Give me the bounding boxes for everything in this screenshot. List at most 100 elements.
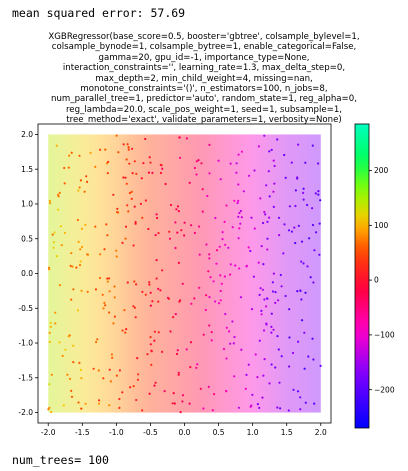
scatter-point — [83, 190, 86, 193]
scatter-point — [265, 184, 268, 187]
scatter-point — [177, 261, 180, 264]
scatter-point — [311, 337, 314, 340]
scatter-point — [118, 397, 121, 401]
scatter-point — [128, 191, 131, 195]
scatter-point — [223, 275, 226, 278]
scatter-point — [157, 232, 160, 235]
scatter-point — [136, 357, 139, 360]
scatter-point — [303, 331, 306, 334]
scatter-point — [227, 246, 230, 249]
scatter-point — [218, 245, 221, 248]
scatter-point — [312, 281, 315, 284]
scatter-point — [105, 223, 108, 226]
scatter-point — [176, 349, 179, 352]
scatter-point — [294, 204, 297, 208]
scatter-point — [94, 225, 97, 228]
scatter-point — [290, 230, 293, 233]
scatter-point — [249, 405, 252, 408]
scatter-point — [70, 298, 73, 301]
scatter-point — [268, 382, 271, 385]
scatter-point — [308, 237, 311, 240]
scatter-point — [277, 299, 280, 302]
scatter-point — [146, 353, 149, 356]
scatter-point — [139, 202, 142, 205]
scatter-point — [79, 179, 82, 182]
scatter-point — [113, 285, 116, 288]
num-trees-prefix: num_trees= — [12, 453, 89, 467]
x-tick-label: -2.0 — [41, 428, 56, 437]
scatter-point — [97, 402, 101, 405]
scatter-point — [268, 195, 271, 198]
scatter-point — [189, 341, 193, 344]
scatter-point — [69, 264, 72, 267]
scatter-point — [154, 234, 157, 237]
scatter-point — [53, 231, 56, 234]
scatter-point — [80, 289, 83, 292]
scatter-point — [155, 213, 158, 216]
scatter-point — [240, 150, 243, 153]
scatter-point — [157, 331, 160, 334]
scatter-point — [77, 401, 80, 404]
scatter-point — [296, 290, 299, 293]
scatter-point — [63, 231, 66, 234]
scatter-point — [317, 162, 320, 165]
scatter-point — [94, 165, 97, 168]
scatter-point — [153, 330, 156, 333]
scatter-point — [233, 199, 236, 202]
scatter-point — [148, 156, 151, 159]
scatter-point — [108, 368, 111, 371]
scatter-point — [293, 226, 296, 229]
scatter-point — [319, 364, 322, 367]
scatter-point — [247, 246, 250, 249]
scatter-point — [89, 151, 92, 154]
scatter-point — [221, 238, 224, 241]
scatter-point — [248, 174, 251, 177]
scatter-point — [149, 304, 152, 307]
scatter-point — [250, 216, 253, 219]
plot-area — [48, 134, 321, 413]
scatter-point — [50, 410, 53, 414]
scatter-point — [106, 234, 109, 237]
scatter-point — [200, 162, 203, 165]
scatter-point — [253, 169, 256, 172]
scatter-point — [231, 320, 234, 323]
x-tick-label: -0.5 — [143, 428, 158, 437]
scatter-point — [173, 402, 176, 405]
scatter-point — [181, 282, 184, 285]
scatter-point — [177, 373, 180, 376]
scatter-point — [262, 263, 265, 266]
scatter-point — [272, 205, 275, 208]
scatter-point — [225, 326, 228, 329]
scatter-point — [306, 265, 309, 268]
scatter-point — [50, 373, 53, 376]
scatter-point — [290, 161, 293, 164]
mse-output: mean squared error: 57.69 — [12, 6, 185, 20]
scatter-point — [276, 406, 279, 409]
scatter-point — [52, 246, 55, 249]
scatter-point — [267, 170, 270, 173]
scatter-point — [72, 361, 75, 364]
scatter-point — [108, 277, 111, 280]
scatter-point — [207, 385, 210, 388]
scatter-point — [201, 210, 204, 213]
scatter-point — [67, 335, 70, 338]
scatter-point — [77, 240, 80, 243]
scatter-point — [132, 385, 135, 388]
scatter-point — [196, 363, 199, 366]
scatter-point — [99, 253, 102, 256]
scatter-point — [104, 148, 107, 151]
scatter-point — [235, 162, 238, 165]
x-tick-label: 0.0 — [179, 428, 191, 437]
scatter-point — [133, 205, 136, 208]
scatter-point — [86, 253, 89, 256]
scatter-point — [103, 248, 106, 251]
scatter-point — [288, 336, 291, 339]
scatter-point — [204, 308, 207, 312]
scatter-point — [140, 177, 143, 180]
scatter-point — [48, 383, 51, 386]
scatter-point — [229, 342, 232, 345]
scatter-point — [78, 154, 81, 157]
scatter-point — [233, 375, 236, 378]
scatter-point — [135, 172, 138, 175]
scatter-point — [68, 154, 71, 157]
